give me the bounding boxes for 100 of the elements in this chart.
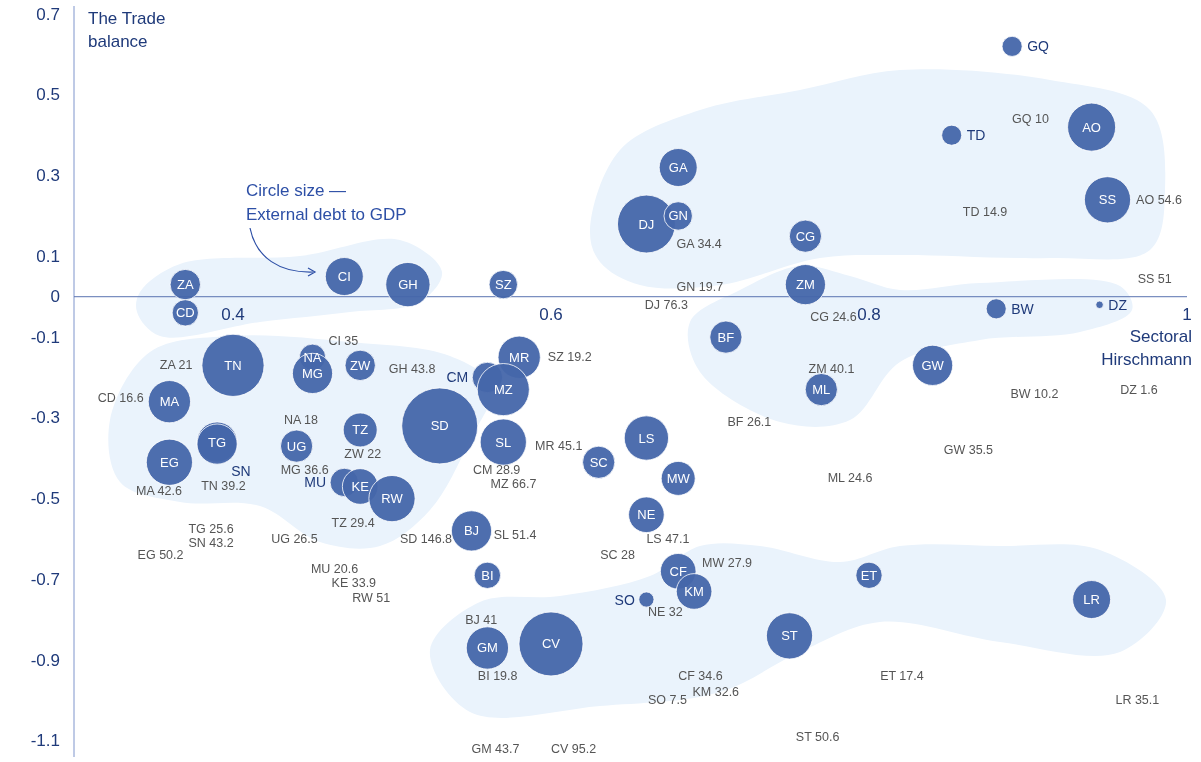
annotation: TZ 29.4 xyxy=(331,515,375,530)
series-label: SS xyxy=(1098,192,1117,208)
series-label: ST xyxy=(781,628,798,644)
annotation: LS 47.1 xyxy=(646,531,690,546)
annotation: GA 34.4 xyxy=(676,237,722,252)
series-label: GW xyxy=(921,357,945,373)
annotation: SD 146.8 xyxy=(399,531,453,546)
annotation: TD 14.9 xyxy=(962,204,1008,219)
annotation: GM 43.7 xyxy=(471,741,520,756)
y-tick-label: 0 xyxy=(50,287,60,307)
series-label: DJ xyxy=(638,216,655,232)
annotation: DJ 76.3 xyxy=(644,297,688,312)
annotation: ZA 21 xyxy=(159,358,193,373)
y-tick-label: -0.1 xyxy=(30,327,60,347)
annotation: CM 28.9 xyxy=(473,463,521,478)
y-tick-label: -0.7 xyxy=(30,569,60,589)
series-label: CV xyxy=(541,636,561,652)
annotation: BI 19.8 xyxy=(477,669,518,684)
annotation: GW 35.5 xyxy=(943,443,994,458)
annotation: SZ 19.2 xyxy=(547,350,592,365)
y-tick-label: -0.9 xyxy=(30,650,60,670)
series-label: CI xyxy=(337,269,351,285)
series-label: MW xyxy=(666,470,691,486)
annotation: SL 51.4 xyxy=(493,527,537,542)
annotation: ZW 22 xyxy=(344,447,382,462)
annotation: NE 32 xyxy=(647,604,683,619)
series-label: CM xyxy=(446,369,469,386)
y-tick-label: -0.3 xyxy=(30,408,60,428)
annotation: ET 17.4 xyxy=(880,669,924,684)
x-tick-label: 0.6 xyxy=(539,305,563,325)
series-label: TN xyxy=(224,357,242,373)
annotation: MW 27.9 xyxy=(702,556,753,571)
series-label: ML xyxy=(812,382,831,398)
annotation: MR 45.1 xyxy=(535,439,583,454)
series-label: CG xyxy=(795,228,816,244)
annotation: EG 50.2 xyxy=(137,548,184,563)
annotation: GN 19.7 xyxy=(676,279,724,294)
series-label: KE xyxy=(351,478,370,494)
series-label: BJ xyxy=(463,523,480,539)
annotation: NA 18 xyxy=(283,412,318,427)
series-label: SZ xyxy=(494,277,512,293)
annotation: AO 54.6 xyxy=(1136,192,1183,207)
series-label: TZ xyxy=(352,422,369,438)
annotation: RW 51 xyxy=(352,590,391,605)
annotation: ST 50.6 xyxy=(795,729,840,744)
x-axis-title: Sectoral Hirschmann xyxy=(1101,326,1192,369)
series-label: MZ xyxy=(493,382,513,398)
y-tick-label: -0.5 xyxy=(30,489,60,509)
annotation: SC 28 xyxy=(600,548,636,563)
annotation: CV 95.2 xyxy=(551,741,597,756)
series-label: ET xyxy=(860,567,878,583)
series-label: CD xyxy=(175,305,195,321)
series-label: SL xyxy=(495,434,512,450)
annotation: SO 7.5 xyxy=(647,693,687,708)
series-label: RW xyxy=(381,491,404,507)
series-label: TD xyxy=(966,127,986,144)
series-label: GN xyxy=(668,208,688,224)
series-label: SD xyxy=(430,418,449,434)
annotation: ZM 40.1 xyxy=(808,362,855,377)
y-axis-title: The Trade balance xyxy=(88,8,166,51)
annotation: MU 20.6 xyxy=(310,562,359,577)
annotation: Circle size — External debt to GDP xyxy=(246,180,407,224)
annotation: CD 16.6 xyxy=(97,390,144,405)
series-label: LR xyxy=(1083,592,1100,608)
annotation: BJ 41 xyxy=(465,612,498,627)
series-label: BI xyxy=(481,567,494,583)
annotation: SS 51 xyxy=(1137,271,1172,286)
annotation: DZ 1.6 xyxy=(1120,382,1158,397)
y-tick-label: 0.1 xyxy=(36,246,60,266)
annotation: ML 24.6 xyxy=(827,471,873,486)
annotation: KE 33.9 xyxy=(331,576,377,591)
annotation: CF 34.6 xyxy=(678,669,723,684)
y-tick-label: 0.5 xyxy=(36,85,60,105)
series-label: MA xyxy=(159,394,180,410)
annotation: TN 39.2 xyxy=(201,479,246,494)
series-label: UG xyxy=(286,438,307,454)
annotation: CG 24.6 xyxy=(810,309,857,324)
x-tick-label: 0.4 xyxy=(221,305,245,325)
series-label: GQ xyxy=(1027,38,1050,55)
annotation: TG 25.6 xyxy=(188,521,234,536)
series-label: GM xyxy=(476,640,498,656)
y-tick-label: 0.7 xyxy=(36,4,60,24)
series-label: SC xyxy=(589,454,608,470)
annotation: CI 35 xyxy=(328,334,359,349)
annotation: BW 10.2 xyxy=(1010,386,1059,401)
series-label: DZ xyxy=(1108,296,1128,313)
annotation: LR 35.1 xyxy=(1115,693,1160,708)
annotation: GH 43.8 xyxy=(388,362,436,377)
series-label: NA xyxy=(303,349,322,365)
x-tick-label: 1 xyxy=(1182,305,1192,325)
annotation: SN 43.2 xyxy=(188,536,234,551)
series-label: MR xyxy=(509,349,530,365)
y-tick-label: -1.1 xyxy=(30,731,60,751)
series-label: SN xyxy=(231,463,251,480)
series-label: ZW xyxy=(350,357,372,373)
annotation: MA 42.6 xyxy=(136,483,182,498)
series-label: AO xyxy=(1082,119,1101,135)
series-label: BF xyxy=(717,329,735,345)
series-label: TG xyxy=(208,434,227,450)
series-label: NE xyxy=(637,507,656,523)
